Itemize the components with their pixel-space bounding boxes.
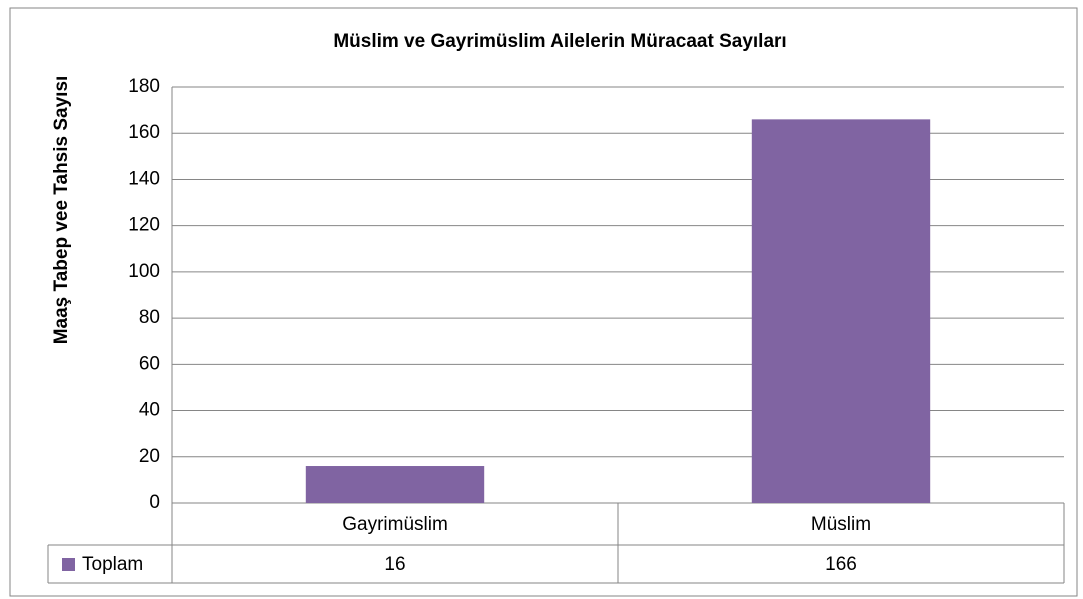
bar <box>305 466 485 503</box>
y-tick-label: 40 <box>139 400 160 421</box>
bar <box>751 119 931 503</box>
y-tick-label: 60 <box>139 353 160 374</box>
table-value: 16 <box>384 554 405 575</box>
legend-label: Toplam <box>82 554 143 575</box>
y-tick-label: 0 <box>149 492 160 513</box>
y-axis-label: Maaş Tabep vee Tahsis Sayısı <box>51 76 72 345</box>
y-tick-label: 20 <box>139 446 160 467</box>
y-tick-label: 120 <box>128 215 160 236</box>
x-tick-label: Müslim <box>811 514 871 535</box>
y-tick-label: 180 <box>128 76 160 97</box>
y-tick-label: 80 <box>139 307 160 328</box>
y-tick-label: 100 <box>128 261 160 282</box>
y-tick-label: 140 <box>128 168 160 189</box>
legend-swatch <box>62 558 75 571</box>
table-value: 166 <box>825 554 857 575</box>
y-tick-label: 160 <box>128 122 160 143</box>
chart-title: Müslim ve Gayrimüslim Ailelerin Müracaat… <box>333 31 786 52</box>
x-tick-label: Gayrimüslim <box>342 514 448 535</box>
